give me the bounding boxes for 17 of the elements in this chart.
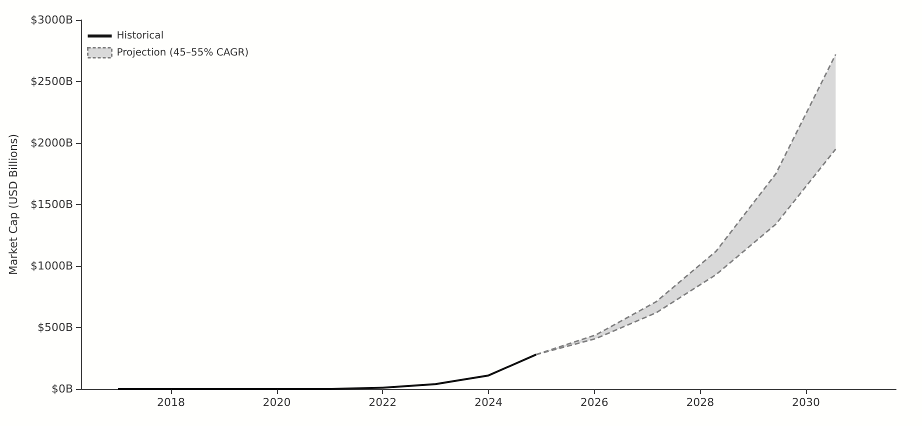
legend-label: Historical (116, 30, 164, 42)
x-tick-label: 2028 (686, 396, 714, 409)
x-tick-label: 2022 (368, 396, 397, 409)
legend-label: Projection (45–55% CAGR) (116, 47, 249, 58)
y-tick-label: $1500B (30, 198, 73, 211)
x-tick-label: 2018 (156, 396, 185, 409)
x-tick-label: 2026 (580, 396, 608, 409)
y-tick-label: $3000B (30, 14, 73, 26)
x-tick-label: 2024 (474, 396, 502, 409)
y-tick-label: $2500B (30, 75, 73, 88)
y-tick-label: $500B (37, 321, 73, 334)
x-tick-label: 2030 (792, 396, 820, 409)
y-tick-label: $2000B (30, 136, 73, 150)
x-tick-label: 2020 (262, 396, 291, 409)
y-axis-title: Market Cap (USD Billions) (7, 134, 20, 275)
y-tick-label: $0B (51, 382, 73, 396)
y-tick-label: $1000B (30, 260, 73, 272)
